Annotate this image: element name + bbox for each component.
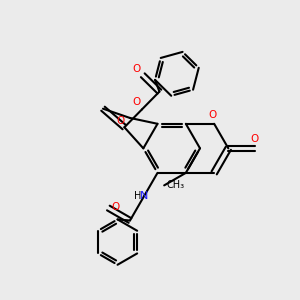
- Text: CH₃: CH₃: [167, 180, 185, 190]
- Text: O: O: [111, 202, 119, 212]
- Text: O: O: [208, 110, 217, 120]
- Text: O: O: [132, 97, 140, 107]
- Text: N: N: [140, 190, 148, 201]
- Text: O: O: [116, 116, 125, 126]
- Text: O: O: [133, 64, 141, 74]
- Text: O: O: [251, 134, 259, 144]
- Text: H: H: [134, 191, 142, 201]
